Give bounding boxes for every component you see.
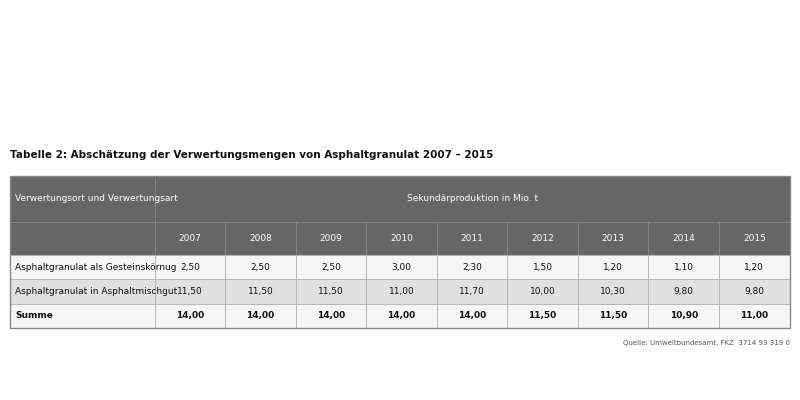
Text: 11,50: 11,50: [247, 287, 274, 296]
Text: 11,50: 11,50: [529, 311, 557, 320]
Text: 2009: 2009: [319, 234, 342, 243]
Text: 2,50: 2,50: [180, 263, 200, 272]
Text: 2012: 2012: [531, 234, 554, 243]
Text: 3,00: 3,00: [391, 263, 411, 272]
Text: 10,00: 10,00: [530, 287, 555, 296]
Text: 11,50: 11,50: [599, 311, 627, 320]
Text: 11,70: 11,70: [459, 287, 485, 296]
Text: 14,00: 14,00: [176, 311, 204, 320]
Text: 11,50: 11,50: [318, 287, 344, 296]
Text: 2,50: 2,50: [250, 263, 270, 272]
Text: 9,80: 9,80: [674, 287, 694, 296]
Text: 2011: 2011: [461, 234, 483, 243]
Text: 2008: 2008: [249, 234, 272, 243]
Text: Tabelle 2: Abschätzung der Verwertungsmengen von Asphaltgranulat 2007 – 2015: Tabelle 2: Abschätzung der Verwertungsme…: [10, 150, 494, 160]
Text: Asphaltgranulat in Asphaltmischgut: Asphaltgranulat in Asphaltmischgut: [15, 287, 178, 296]
Text: Asphaltgranulat als Gesteinskörnug: Asphaltgranulat als Gesteinskörnug: [15, 263, 177, 272]
Text: 2007: 2007: [178, 234, 202, 243]
Text: 14,00: 14,00: [458, 311, 486, 320]
Text: 2013: 2013: [602, 234, 625, 243]
Text: 11,00: 11,00: [740, 311, 768, 320]
Text: 10,90: 10,90: [670, 311, 698, 320]
Text: Quelle: Umweltbundesamt, FKZ  3714 93 319 0: Quelle: Umweltbundesamt, FKZ 3714 93 319…: [622, 340, 790, 346]
Text: 2014: 2014: [672, 234, 695, 243]
Text: 2010: 2010: [390, 234, 413, 243]
Text: 1,20: 1,20: [744, 263, 764, 272]
Text: 11,00: 11,00: [389, 287, 414, 296]
Text: 1,10: 1,10: [674, 263, 694, 272]
Text: 14,00: 14,00: [387, 311, 416, 320]
Text: 2015: 2015: [743, 234, 766, 243]
Text: 14,00: 14,00: [317, 311, 345, 320]
Text: Verwertungsort und Verwertungsart: Verwertungsort und Verwertungsart: [15, 194, 178, 203]
Text: Sekundärproduktion in Mio. t: Sekundärproduktion in Mio. t: [406, 194, 538, 203]
Text: 2,30: 2,30: [462, 263, 482, 272]
Text: 11,50: 11,50: [177, 287, 202, 296]
Text: 14,00: 14,00: [246, 311, 274, 320]
Text: 9,80: 9,80: [744, 287, 764, 296]
Text: 1,20: 1,20: [603, 263, 623, 272]
Text: 10,30: 10,30: [600, 287, 626, 296]
Text: 1,50: 1,50: [533, 263, 553, 272]
Text: Summe: Summe: [15, 311, 53, 320]
Text: 2,50: 2,50: [321, 263, 341, 272]
